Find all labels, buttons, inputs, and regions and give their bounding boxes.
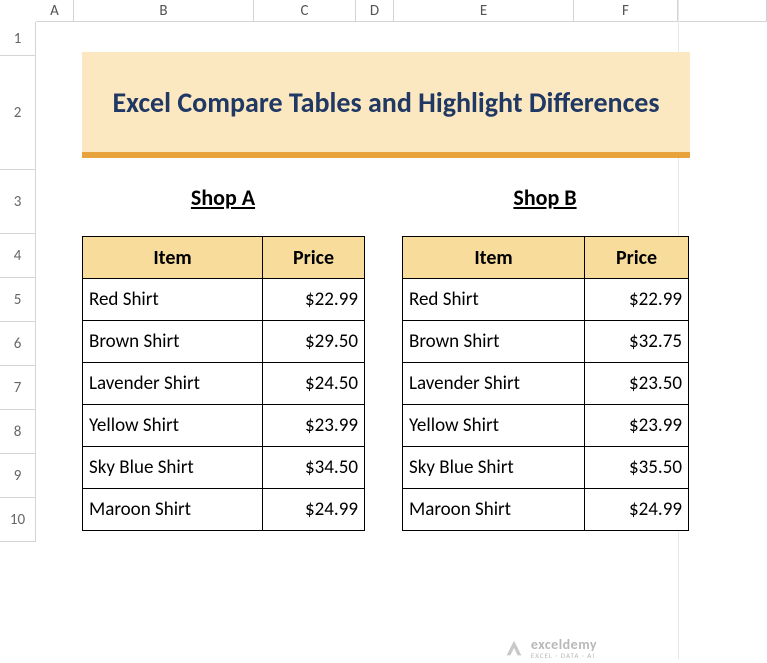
table-row: Lavender Shirt$24.50 [83,363,365,405]
exceldemy-logo-icon [503,637,525,659]
column-header[interactable] [678,0,767,22]
row-header[interactable]: 2 [0,56,36,170]
row-header[interactable]: 3 [0,170,36,234]
row-header[interactable]: 8 [0,410,36,454]
row-header[interactable]: 7 [0,366,36,410]
shop-b-table: Item Price Red Shirt$22.99Brown Shirt$32… [402,236,689,531]
column-header[interactable]: D [356,0,394,22]
cell-item[interactable]: Brown Shirt [83,321,263,363]
column-headers: ABCDEF [0,0,767,22]
table-row: Red Shirt$22.99 [403,279,689,321]
cell-price[interactable]: $23.99 [263,405,365,447]
sheet-content: Excel Compare Tables and Highlight Diffe… [36,22,767,659]
table-row: Sky Blue Shirt$34.50 [83,447,365,489]
column-header[interactable]: E [394,0,574,22]
cell-item[interactable]: Sky Blue Shirt [83,447,263,489]
cell-item[interactable]: Maroon Shirt [403,489,585,531]
cell-item[interactable]: Maroon Shirt [83,489,263,531]
watermark-sub: EXCEL · DATA · AI [531,652,597,659]
page-title: Excel Compare Tables and Highlight Diffe… [82,52,690,158]
table-row: Yellow Shirt$23.99 [83,405,365,447]
column-header[interactable]: F [574,0,678,22]
column-header[interactable]: C [254,0,356,22]
cell-item[interactable]: Lavender Shirt [403,363,585,405]
row-header[interactable]: 5 [0,278,36,322]
row-header[interactable]: 9 [0,454,36,498]
cell-item[interactable]: Sky Blue Shirt [403,447,585,489]
cell-price[interactable]: $24.99 [263,489,365,531]
cell-price[interactable]: $24.50 [263,363,365,405]
table-header-row: Item Price [83,237,365,279]
cell-item[interactable]: Brown Shirt [403,321,585,363]
table-row: Brown Shirt$32.75 [403,321,689,363]
shop-b-label: Shop B [402,184,688,211]
table-header-item: Item [403,237,585,279]
watermark: exceldemy EXCEL · DATA · AI [503,637,597,659]
cell-item[interactable]: Red Shirt [83,279,263,321]
table-row: Maroon Shirt$24.99 [83,489,365,531]
table-row: Maroon Shirt$24.99 [403,489,689,531]
cell-price[interactable]: $34.50 [263,447,365,489]
cell-price[interactable]: $24.99 [585,489,689,531]
cell-item[interactable]: Red Shirt [403,279,585,321]
row-header[interactable]: 1 [0,22,36,56]
table-header-item: Item [83,237,263,279]
row-header[interactable]: 10 [0,498,36,542]
table-row: Brown Shirt$29.50 [83,321,365,363]
cell-price[interactable]: $29.50 [263,321,365,363]
table-header-price: Price [263,237,365,279]
column-header[interactable]: B [74,0,254,22]
row-header[interactable]: 6 [0,322,36,366]
row-headers: 12345678910 [0,22,36,659]
cell-price[interactable]: $23.50 [585,363,689,405]
table-row: Yellow Shirt$23.99 [403,405,689,447]
shop-a-label: Shop A [82,184,364,211]
cell-price[interactable]: $32.75 [585,321,689,363]
table-row: Sky Blue Shirt$35.50 [403,447,689,489]
watermark-main: exceldemy [531,638,597,652]
shop-a-table: Item Price Red Shirt$22.99Brown Shirt$29… [82,236,365,531]
cell-price[interactable]: $35.50 [585,447,689,489]
cell-item[interactable]: Yellow Shirt [83,405,263,447]
table-row: Red Shirt$22.99 [83,279,365,321]
row-header[interactable]: 4 [0,234,36,278]
table-header-row: Item Price [403,237,689,279]
cell-item[interactable]: Yellow Shirt [403,405,585,447]
table-header-price: Price [585,237,689,279]
column-header[interactable]: A [36,0,74,22]
cell-price[interactable]: $22.99 [585,279,689,321]
cell-item[interactable]: Lavender Shirt [83,363,263,405]
cell-price[interactable]: $22.99 [263,279,365,321]
cell-price[interactable]: $23.99 [585,405,689,447]
table-row: Lavender Shirt$23.50 [403,363,689,405]
